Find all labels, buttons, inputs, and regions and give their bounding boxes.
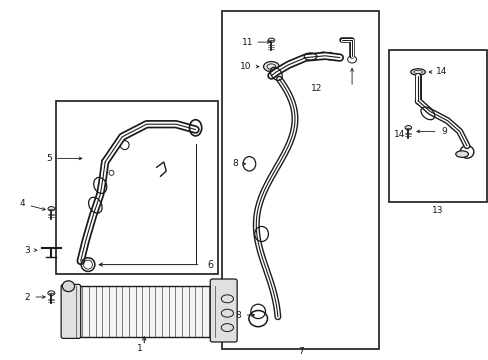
Text: 6: 6: [207, 260, 214, 270]
Text: 11: 11: [241, 37, 253, 46]
Text: 5: 5: [46, 154, 52, 163]
Text: 4: 4: [20, 199, 25, 208]
Text: 1: 1: [136, 344, 142, 353]
Text: 2: 2: [24, 292, 30, 302]
Ellipse shape: [48, 291, 55, 295]
Text: 7: 7: [297, 346, 303, 356]
Text: 8: 8: [232, 159, 238, 168]
Ellipse shape: [267, 38, 274, 42]
FancyBboxPatch shape: [61, 284, 81, 338]
Ellipse shape: [48, 207, 55, 211]
FancyBboxPatch shape: [210, 279, 237, 342]
Text: 14: 14: [393, 130, 404, 139]
Text: 10: 10: [240, 62, 251, 71]
Text: 14: 14: [435, 68, 447, 77]
Bar: [222, 11, 378, 349]
Ellipse shape: [410, 69, 425, 75]
Text: 12: 12: [311, 84, 322, 93]
Ellipse shape: [455, 151, 468, 157]
Text: 3: 3: [24, 246, 30, 255]
Ellipse shape: [263, 62, 279, 72]
Text: 9: 9: [441, 127, 447, 136]
FancyBboxPatch shape: [76, 286, 215, 337]
Bar: [56, 101, 217, 274]
Ellipse shape: [404, 126, 411, 130]
Text: 13: 13: [431, 206, 443, 215]
Bar: [388, 50, 486, 202]
Text: 8: 8: [235, 310, 241, 320]
Ellipse shape: [62, 281, 74, 292]
